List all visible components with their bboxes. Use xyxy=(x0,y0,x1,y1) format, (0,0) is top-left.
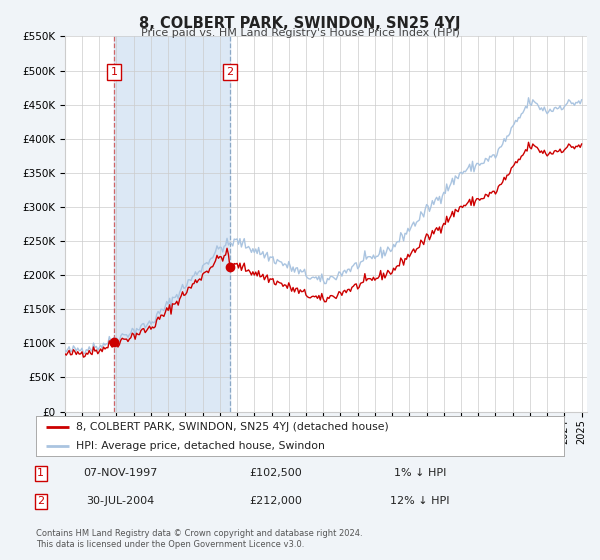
Bar xyxy=(114,36,230,412)
Text: 2: 2 xyxy=(37,496,44,506)
Text: £212,000: £212,000 xyxy=(250,496,302,506)
Text: 1: 1 xyxy=(37,468,44,478)
Text: 1% ↓ HPI: 1% ↓ HPI xyxy=(394,468,446,478)
Text: HPI: Average price, detached house, Swindon: HPI: Average price, detached house, Swin… xyxy=(76,441,325,450)
Text: Price paid vs. HM Land Registry's House Price Index (HPI): Price paid vs. HM Land Registry's House … xyxy=(140,28,460,38)
Text: 07-NOV-1997: 07-NOV-1997 xyxy=(83,468,157,478)
Text: This data is licensed under the Open Government Licence v3.0.: This data is licensed under the Open Gov… xyxy=(36,540,304,549)
Text: 1: 1 xyxy=(110,67,118,77)
Text: 2: 2 xyxy=(226,67,233,77)
Text: 8, COLBERT PARK, SWINDON, SN25 4YJ (detached house): 8, COLBERT PARK, SWINDON, SN25 4YJ (deta… xyxy=(76,422,388,432)
Text: 8, COLBERT PARK, SWINDON, SN25 4YJ: 8, COLBERT PARK, SWINDON, SN25 4YJ xyxy=(139,16,461,31)
Text: 30-JUL-2004: 30-JUL-2004 xyxy=(86,496,154,506)
Text: 12% ↓ HPI: 12% ↓ HPI xyxy=(390,496,450,506)
Text: £102,500: £102,500 xyxy=(250,468,302,478)
Text: Contains HM Land Registry data © Crown copyright and database right 2024.: Contains HM Land Registry data © Crown c… xyxy=(36,529,362,538)
